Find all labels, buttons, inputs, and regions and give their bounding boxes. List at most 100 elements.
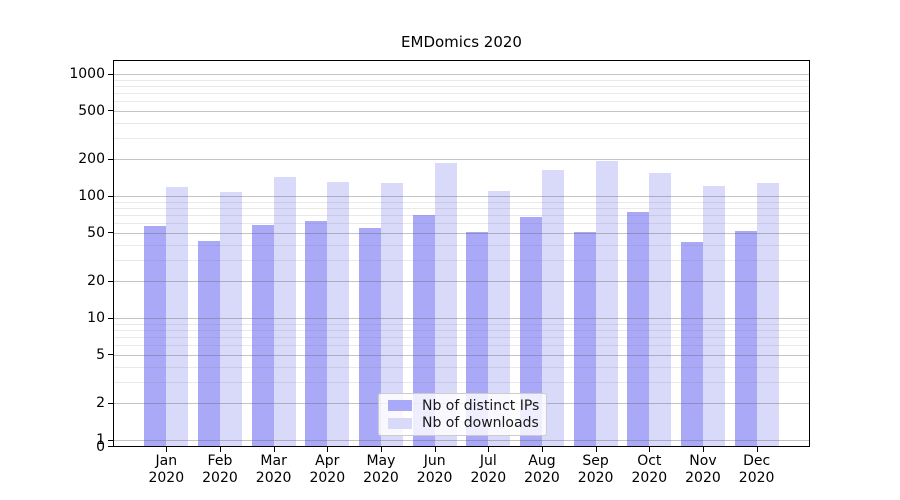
- gridline-major: [113, 232, 810, 234]
- legend-item: Nb of distinct IPs: [388, 397, 540, 414]
- y-tick: [108, 232, 113, 234]
- bar-downloads-nov: [702, 185, 725, 446]
- y-tick: [108, 446, 113, 447]
- bar-distinct-ips-jul: [466, 231, 489, 446]
- gridline-major: [113, 354, 810, 356]
- gridline-minor: [113, 137, 810, 139]
- gridline-minor: [113, 79, 810, 81]
- legend-swatch-distinct-ips: [388, 400, 412, 412]
- bar-distinct-ips-dec: [734, 230, 757, 446]
- chart-title: EMDomics 2020: [401, 33, 522, 51]
- legend: Nb of distinct IPs Nb of downloads: [378, 393, 547, 436]
- y-tick: [108, 317, 113, 319]
- bar-distinct-ips-oct: [627, 211, 650, 446]
- x-tick: [488, 447, 490, 452]
- y-tick-label: 200: [78, 151, 105, 168]
- x-tick-label: Sep 2020: [577, 453, 614, 486]
- x-tick-label: May 2020: [363, 453, 399, 486]
- x-tick: [380, 447, 382, 452]
- bar-distinct-ips-aug: [519, 217, 542, 446]
- x-tick-label: Dec 2020: [738, 453, 775, 486]
- gridline-minor: [113, 323, 810, 325]
- y-tick-label: 5: [96, 346, 105, 363]
- y-tick: [108, 158, 113, 160]
- bar-distinct-ips-mar: [251, 224, 274, 446]
- gridline-minor: [113, 201, 810, 203]
- x-tick-label: Oct 2020: [631, 453, 668, 486]
- y-tick-label: 10: [87, 310, 105, 326]
- bar-downloads-jun: [434, 163, 457, 446]
- x-tick-label: Jul 2020: [470, 453, 507, 486]
- plot-area: [113, 60, 810, 447]
- gridline-major: [113, 74, 810, 75]
- x-tick-label: Mar 2020: [255, 453, 292, 486]
- x-tick-label: Jan 2020: [148, 453, 185, 486]
- x-tick-label: Nov 2020: [685, 453, 721, 486]
- legend-label: Nb of downloads: [422, 415, 539, 432]
- y-tick-label: 50: [87, 224, 105, 241]
- gridline-major: [113, 440, 810, 441]
- x-tick-label: Feb 2020: [202, 453, 238, 486]
- bar-downloads-may: [380, 182, 403, 446]
- y-tick-label: 1: [96, 432, 105, 448]
- y-tick: [108, 280, 113, 282]
- gridline-minor: [113, 122, 810, 124]
- x-tick: [702, 447, 704, 452]
- gridline-minor: [113, 85, 810, 87]
- legend-item: Nb of downloads: [388, 415, 539, 432]
- bar-distinct-ips-may: [358, 227, 381, 446]
- gridline-minor: [113, 207, 810, 209]
- x-tick: [219, 447, 221, 452]
- y-tick: [108, 110, 113, 112]
- gridline-minor: [113, 214, 810, 216]
- gridline-minor: [113, 345, 810, 347]
- gridline-major: [113, 318, 810, 319]
- y-tick: [108, 439, 113, 441]
- y-tick: [108, 402, 113, 404]
- y-tick: [108, 354, 113, 356]
- bar-distinct-ips-apr: [305, 221, 328, 446]
- y-tick: [108, 195, 113, 197]
- bar-downloads-sep: [595, 161, 618, 446]
- gridline-minor: [113, 336, 810, 338]
- bar-downloads-dec: [756, 183, 779, 446]
- gridline-minor: [113, 223, 810, 225]
- x-tick-label: Jun 2020: [416, 453, 453, 486]
- x-tick: [649, 447, 651, 452]
- gridline-minor: [113, 366, 810, 368]
- y-tick-label: 100: [78, 188, 105, 204]
- x-tick: [434, 447, 436, 452]
- x-tick: [273, 447, 275, 452]
- gridline-minor: [113, 329, 810, 331]
- bar-downloads-jan: [166, 187, 189, 446]
- y-tick-label: 2: [96, 395, 105, 412]
- bar-downloads-mar: [273, 177, 296, 446]
- y-tick-label: 20: [87, 273, 105, 290]
- gridline-minor: [113, 244, 810, 246]
- legend-label: Nb of distinct IPs: [422, 397, 540, 414]
- bar-downloads-jul: [488, 190, 511, 446]
- x-tick: [327, 447, 329, 452]
- gridline-minor: [113, 259, 810, 261]
- y-tick-label: 0: [96, 438, 105, 455]
- x-tick: [166, 447, 168, 452]
- x-tick-label: Apr 2020: [309, 453, 346, 486]
- gridline-minor: [113, 92, 810, 94]
- y-tick-label: 1000: [69, 66, 105, 82]
- gridline-major: [113, 196, 810, 197]
- bar-downloads-apr: [327, 181, 350, 446]
- y-tick: [108, 73, 113, 75]
- x-tick-label: Aug 2020: [524, 453, 560, 486]
- gridline-major: [113, 159, 810, 161]
- bar-distinct-ips-nov: [680, 241, 703, 446]
- y-tick-label: 500: [78, 102, 105, 119]
- gridline-minor: [113, 381, 810, 383]
- bar-downloads-aug: [541, 170, 564, 446]
- bar-distinct-ips-sep: [573, 231, 596, 446]
- bar-distinct-ips-jan: [144, 225, 167, 446]
- x-tick: [756, 447, 758, 452]
- gridline-major: [113, 281, 810, 283]
- bar-distinct-ips-jun: [412, 214, 435, 446]
- gridline-major: [113, 110, 810, 112]
